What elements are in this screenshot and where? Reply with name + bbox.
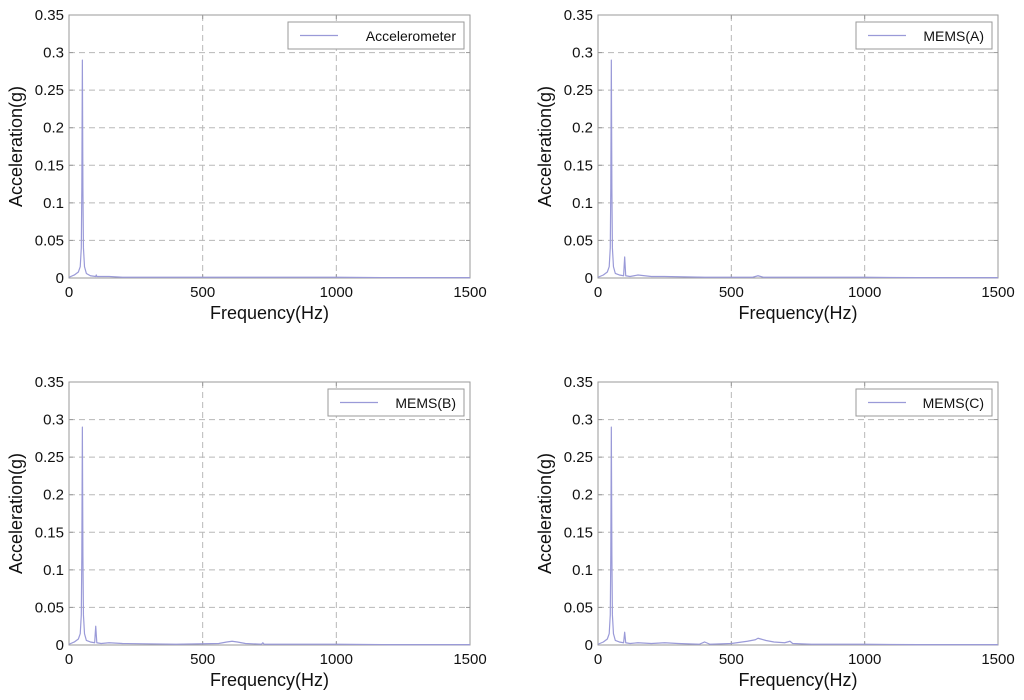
series-line-1 xyxy=(597,426,998,646)
x-tick-label: 1000 xyxy=(848,284,881,301)
x-axis-title: Frequency(Hz) xyxy=(210,303,329,323)
y-tick-label: 0.35 xyxy=(35,374,64,391)
y-tick-label: 0.25 xyxy=(35,82,64,99)
y-tick-label: 0.1 xyxy=(572,195,593,212)
y-tick-label: 0.1 xyxy=(43,562,64,579)
y-tick-label: 0.3 xyxy=(572,45,593,62)
x-tick-label: 0 xyxy=(65,651,73,668)
y-tick-label: 0 xyxy=(56,270,64,287)
legend-label: MEMS(B) xyxy=(395,395,456,411)
y-tick-label: 0.05 xyxy=(35,232,64,249)
y-tick-label: 0.05 xyxy=(564,599,593,616)
x-tick-label: 1000 xyxy=(320,284,353,301)
legend: MEMS(A) xyxy=(855,21,993,50)
legend: MEMS(C) xyxy=(855,388,993,417)
y-tick-label: 0.05 xyxy=(35,599,64,616)
plot-area xyxy=(68,14,471,279)
chart-panel-4: 0 0.05 0.1 0.15 0.2 0.25 0.3 0.35 0 500 1000 1500 Fr… xyxy=(535,374,1015,690)
series-line-1 xyxy=(68,426,470,646)
x-tick-label: 1000 xyxy=(320,651,353,668)
chart-panel-3: 0 0.05 0.1 0.15 0.2 0.25 0.3 0.35 0 500 1000 1500 Fr… xyxy=(6,374,487,690)
y-tick-label: 0.25 xyxy=(564,82,593,99)
y-tick-label: 0.2 xyxy=(43,487,64,504)
x-tick-label: 0 xyxy=(594,651,602,668)
x-tick-label: 500 xyxy=(719,651,744,668)
y-tick-label: 0.3 xyxy=(43,45,64,62)
x-tick-label: 500 xyxy=(190,651,215,668)
y-tick-label: 0.25 xyxy=(35,449,64,466)
x-tick-label: 1500 xyxy=(453,284,486,301)
x-axis-title: Frequency(Hz) xyxy=(738,670,857,690)
chart-panel-2: 0 0.05 0.1 0.15 0.2 0.25 0.3 0.35 0 500 1000 1500 Fr… xyxy=(535,7,1015,323)
x-tick-label: 1500 xyxy=(981,651,1014,668)
y-tick-label: 0 xyxy=(56,637,64,654)
x-tick-label: 500 xyxy=(719,284,744,301)
y-tick-label: 0.35 xyxy=(35,7,64,24)
y-tick-label: 0.35 xyxy=(564,374,593,391)
x-tick-label: 500 xyxy=(190,284,215,301)
x-tick-label: 0 xyxy=(594,284,602,301)
y-tick-label: 0.15 xyxy=(564,524,593,541)
y-tick-label: 0.2 xyxy=(572,120,593,137)
series-line-1 xyxy=(597,59,998,279)
legend-label: MEMS(A) xyxy=(923,28,984,44)
legend-label: MEMS(C) xyxy=(923,395,984,411)
y-tick-label: 0.05 xyxy=(564,232,593,249)
y-tick-label: 0.2 xyxy=(43,120,64,137)
legend-label: Accelerometer xyxy=(366,28,457,44)
y-tick-label: 0.3 xyxy=(572,412,593,429)
y-tick-label: 0.2 xyxy=(572,487,593,504)
y-tick-label: 0.15 xyxy=(564,157,593,174)
y-axis-title: Acceleration(g) xyxy=(535,86,555,207)
y-axis-title: Acceleration(g) xyxy=(6,453,26,574)
y-tick-label: 0.1 xyxy=(43,195,64,212)
y-axis-title: Acceleration(g) xyxy=(535,453,555,574)
x-tick-label: 1000 xyxy=(848,651,881,668)
x-axis-title: Frequency(Hz) xyxy=(210,670,329,690)
y-tick-label: 0.1 xyxy=(572,562,593,579)
legend: MEMS(B) xyxy=(327,388,465,417)
x-tick-label: 1500 xyxy=(981,284,1014,301)
y-tick-label: 0.15 xyxy=(35,524,64,541)
x-tick-label: 0 xyxy=(65,284,73,301)
y-tick-label: 0.15 xyxy=(35,157,64,174)
chart-panel-1: 0 0.05 0.1 0.15 0.2 0.25 0.3 0.35 0 500 1000 1500 Fr… xyxy=(6,7,487,323)
legend: Accelerometer xyxy=(287,21,465,50)
series-line-1 xyxy=(68,59,470,279)
y-tick-label: 0 xyxy=(585,637,593,654)
plot-area xyxy=(68,381,471,646)
plot-area xyxy=(597,14,999,279)
plot-area xyxy=(597,381,999,646)
y-axis-title: Acceleration(g) xyxy=(6,86,26,207)
y-tick-label: 0.35 xyxy=(564,7,593,24)
y-tick-label: 0 xyxy=(585,270,593,287)
y-tick-label: 0.25 xyxy=(564,449,593,466)
x-axis-title: Frequency(Hz) xyxy=(738,303,857,323)
y-tick-label: 0.3 xyxy=(43,412,64,429)
x-tick-label: 1500 xyxy=(453,651,486,668)
